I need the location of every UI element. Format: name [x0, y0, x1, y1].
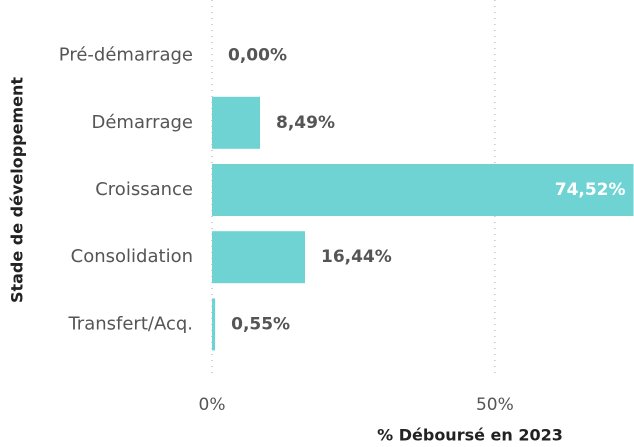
- data-label: 74,52%: [555, 180, 626, 200]
- y-tick-label: Transfert/Acq.: [67, 313, 193, 334]
- y-tick-label: Consolidation: [71, 246, 193, 267]
- x-tick-label: 50%: [476, 395, 514, 415]
- data-label: 0,00%: [228, 46, 287, 66]
- x-axis-title: % Déboursé en 2023: [377, 426, 563, 445]
- bar: [212, 96, 261, 149]
- bar: [212, 164, 634, 216]
- y-tick-label: Pré-démarrage: [59, 45, 193, 66]
- bar: [212, 298, 216, 351]
- y-tick-label: Croissance: [95, 179, 193, 200]
- x-tick-label: 0%: [199, 395, 226, 415]
- data-label: 8,49%: [276, 113, 335, 133]
- data-label: 16,44%: [321, 247, 392, 267]
- data-label: 0,55%: [231, 314, 290, 334]
- y-tick-label: Démarrage: [91, 112, 193, 133]
- bar: [212, 231, 305, 284]
- y-axis-title: Stade de développement: [8, 77, 27, 303]
